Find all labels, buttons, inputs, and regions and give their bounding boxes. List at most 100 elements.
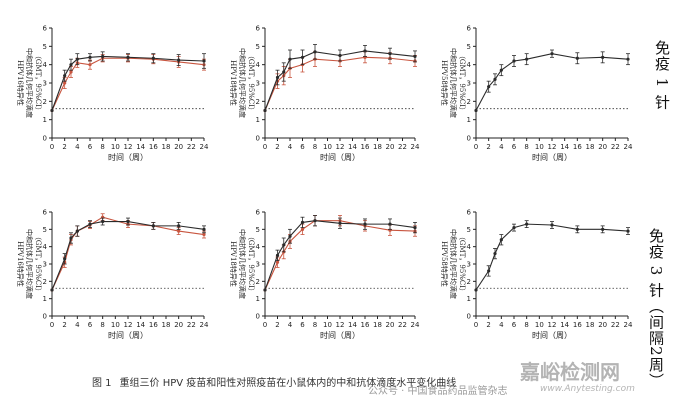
row-label-one-dose: 免疫 1 针 bbox=[653, 40, 671, 111]
data-point bbox=[300, 227, 305, 231]
series-line bbox=[51, 57, 205, 111]
y-tick-label: 6 bbox=[43, 209, 48, 217]
data-point bbox=[338, 53, 342, 58]
y-axis-label: 中和抗体几何平均滴度 bbox=[25, 229, 34, 299]
x-tick-label: 20 bbox=[174, 321, 183, 329]
x-tick-label: 6 bbox=[512, 143, 517, 151]
data-point bbox=[126, 55, 130, 59]
data-point bbox=[288, 57, 292, 61]
x-tick-label: 0 bbox=[263, 321, 267, 329]
y-axis-label: 中和抗体几何平均滴度 bbox=[449, 48, 458, 118]
x-tick-label: 8 bbox=[524, 321, 528, 329]
y-tick-label: 0 bbox=[256, 313, 260, 321]
x-tick-label: 22 bbox=[398, 143, 407, 151]
x-axis-label: 时间（周） bbox=[532, 330, 572, 340]
y-axis-label: （GMT，95%CI） bbox=[458, 233, 466, 295]
x-tick-label: 10 bbox=[535, 321, 544, 329]
x-tick-label: 16 bbox=[573, 321, 582, 329]
y-tick-label: 5 bbox=[467, 226, 471, 234]
x-axis-label: 时间（周） bbox=[108, 330, 148, 340]
x-tick-label: 14 bbox=[560, 321, 569, 329]
x-axis-label: 时间（周） bbox=[108, 152, 148, 162]
x-tick-label: 2 bbox=[275, 143, 279, 151]
data-point bbox=[63, 81, 67, 85]
x-tick-label: 10 bbox=[323, 143, 332, 151]
x-tick-label: 8 bbox=[100, 321, 104, 329]
data-point bbox=[88, 222, 92, 226]
x-tick-label: 10 bbox=[535, 143, 544, 151]
x-tick-label: 22 bbox=[398, 321, 407, 329]
y-tick-label: 1 bbox=[467, 295, 471, 303]
x-tick-label: 14 bbox=[560, 143, 569, 151]
data-point bbox=[525, 57, 529, 61]
data-point bbox=[474, 288, 478, 292]
x-tick-label: 4 bbox=[75, 143, 80, 151]
x-tick-label: 10 bbox=[111, 143, 120, 151]
data-point bbox=[313, 219, 317, 223]
x-tick-label: 20 bbox=[598, 143, 607, 151]
y-tick-label: 4 bbox=[256, 243, 261, 251]
x-tick-label: 8 bbox=[313, 143, 317, 151]
x-tick-label: 12 bbox=[124, 143, 133, 151]
data-point bbox=[487, 269, 491, 273]
y-tick-label: 0 bbox=[43, 313, 47, 321]
data-point bbox=[338, 221, 342, 225]
x-tick-label: 6 bbox=[88, 321, 93, 329]
data-point bbox=[413, 54, 417, 59]
y-tick-label: 4 bbox=[467, 61, 472, 69]
x-tick-label: 8 bbox=[100, 143, 104, 151]
y-axis-label: HPV18特异性 bbox=[229, 60, 238, 106]
y-axis-label: （GMT，95%CI） bbox=[247, 52, 255, 114]
series-line bbox=[475, 53, 629, 111]
x-tick-label: 12 bbox=[548, 321, 557, 329]
x-tick-label: 16 bbox=[361, 321, 370, 329]
series-line bbox=[264, 220, 416, 291]
data-point bbox=[202, 59, 206, 63]
x-tick-label: 24 bbox=[624, 143, 633, 151]
y-tick-label: 5 bbox=[43, 226, 47, 234]
data-point bbox=[101, 219, 105, 224]
watermark-account: 公众号 · 中国食品药品监管杂志 bbox=[368, 386, 508, 397]
data-point bbox=[413, 226, 417, 230]
series-line bbox=[475, 223, 629, 291]
data-point bbox=[263, 288, 267, 292]
y-tick-label: 2 bbox=[467, 98, 471, 106]
y-tick-label: 2 bbox=[43, 98, 47, 106]
x-tick-label: 24 bbox=[200, 321, 209, 329]
x-tick-label: 0 bbox=[50, 143, 54, 151]
data-point bbox=[313, 50, 317, 54]
data-point bbox=[474, 108, 478, 113]
data-point bbox=[499, 238, 503, 242]
data-point bbox=[202, 232, 206, 237]
y-axis-label: HPV16特异性 bbox=[16, 60, 25, 106]
x-tick-label: 20 bbox=[598, 321, 607, 329]
y-tick-label: 0 bbox=[43, 135, 47, 143]
y-tick-label: 1 bbox=[43, 116, 47, 124]
data-point bbox=[525, 222, 529, 226]
data-point bbox=[101, 54, 105, 59]
x-tick-label: 4 bbox=[499, 321, 504, 329]
y-tick-label: 2 bbox=[43, 278, 47, 286]
y-tick-label: 5 bbox=[256, 226, 260, 234]
y-tick-label: 1 bbox=[256, 295, 260, 303]
data-point bbox=[50, 108, 54, 113]
y-axis-label: HPV18特异性 bbox=[229, 241, 238, 287]
x-tick-label: 8 bbox=[524, 143, 528, 151]
x-tick-label: 24 bbox=[411, 321, 420, 329]
x-tick-label: 0 bbox=[50, 321, 54, 329]
data-point bbox=[288, 234, 292, 238]
series-line bbox=[264, 50, 416, 111]
data-point bbox=[69, 63, 73, 67]
y-tick-label: 6 bbox=[256, 25, 261, 33]
y-tick-label: 1 bbox=[467, 116, 471, 124]
data-point bbox=[626, 229, 630, 233]
y-tick-label: 4 bbox=[256, 61, 261, 69]
data-point bbox=[363, 222, 367, 226]
x-tick-label: 18 bbox=[373, 143, 382, 151]
y-axis-label: （GMT，95%CI） bbox=[34, 233, 42, 295]
x-tick-label: 4 bbox=[499, 143, 504, 151]
